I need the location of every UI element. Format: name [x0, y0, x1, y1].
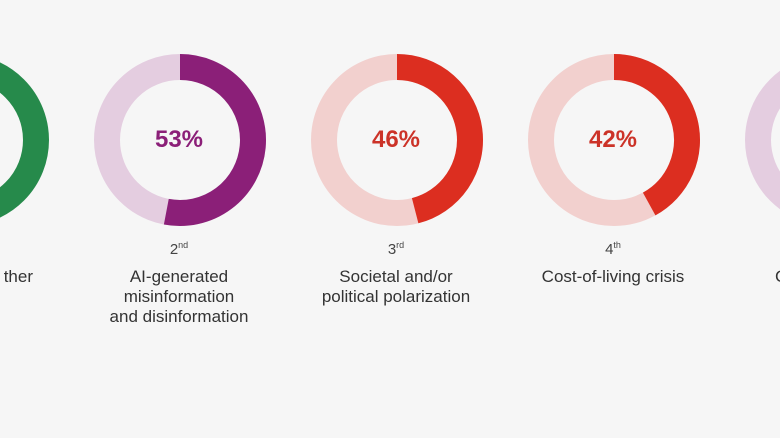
donut-segment-3 — [396, 54, 483, 224]
value-label-3: 46% — [371, 126, 421, 153]
label-partial-left: ther — [3, 267, 33, 286]
donut-segment-2 — [163, 54, 266, 226]
rank-4: 4th — [605, 240, 621, 258]
label-partial-right: C — [775, 267, 780, 287]
label-3: Societal and/or political polarization — [321, 267, 471, 306]
donut-segment-4 — [613, 54, 700, 216]
rank-3: 3rd — [387, 240, 405, 258]
label-4: Cost-of-living crisis — [541, 267, 685, 286]
label-2: AI-generated misinformation and disinfor… — [109, 267, 249, 326]
rank-2: 2nd — [169, 240, 189, 258]
donut-track-5 — [745, 70, 780, 210]
value-label-4: 42% — [588, 126, 638, 153]
donut-track-1 — [0, 62, 49, 218]
value-label-2: 53% — [154, 126, 204, 153]
